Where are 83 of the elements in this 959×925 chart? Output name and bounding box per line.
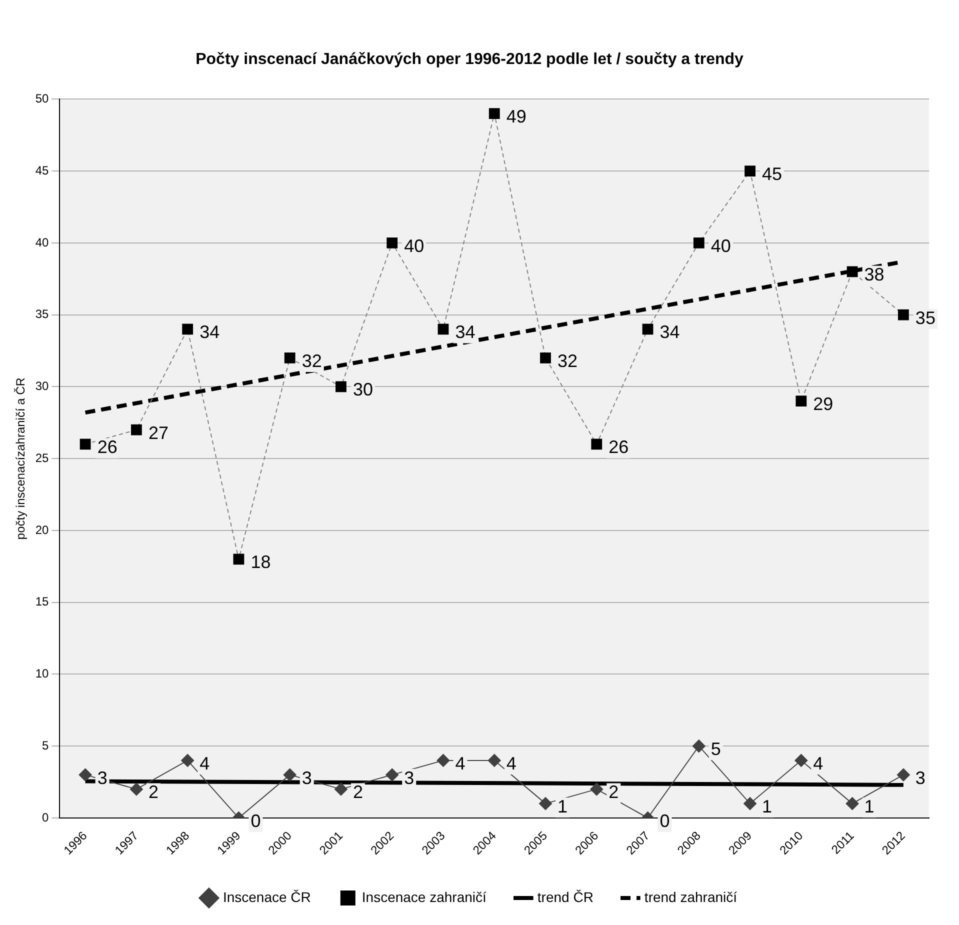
data-label: 2 [608, 782, 619, 802]
point [796, 396, 807, 407]
data-label: 3 [404, 768, 414, 788]
y-tick-label: 20 [35, 522, 50, 537]
data-label: 30 [352, 380, 374, 400]
data-label: 27 [148, 422, 168, 443]
y-tick-label: 0 [42, 810, 50, 824]
y-axis-title: počty inscenacízahraničí a ČR [14, 377, 28, 540]
data-label: 18 [250, 552, 271, 572]
y-tick-label: 15 [35, 594, 50, 609]
point [846, 266, 858, 278]
point [436, 754, 450, 767]
data-label: 3 [302, 768, 312, 788]
point [283, 768, 296, 782]
y-tick-label: 50 [35, 92, 50, 106]
data-label: 0 [250, 810, 261, 831]
data-label: 45 [762, 164, 782, 184]
point [182, 324, 194, 335]
data-label: 26 [608, 437, 629, 458]
point [181, 754, 194, 767]
point [846, 797, 859, 810]
point [80, 438, 91, 450]
point [591, 438, 602, 450]
point [896, 768, 910, 782]
point [540, 352, 551, 364]
data-label: 32 [302, 350, 322, 371]
y-tick-label: 45 [35, 163, 50, 178]
data-label: 4 [200, 753, 210, 774]
point [130, 782, 143, 796]
point [284, 352, 296, 364]
chart-title: Počty inscenací Janáčkových oper 1996-2012 podle let / součty a trendy [196, 51, 744, 68]
point [794, 754, 808, 767]
point [130, 424, 142, 436]
data-label: 32 [558, 350, 578, 371]
data-label: 0 [660, 810, 670, 831]
point [692, 740, 706, 753]
data-label: 2 [352, 782, 363, 802]
data-label: 4 [506, 753, 516, 774]
point [438, 324, 449, 335]
point [386, 768, 399, 782]
point [488, 108, 500, 120]
data-label: 3 [915, 768, 926, 788]
y-tick-label: 35 [35, 307, 50, 322]
data-label: 2 [148, 782, 158, 802]
data-label: 40 [404, 236, 424, 256]
data-label: 35 [915, 308, 936, 328]
data-label: 49 [506, 106, 526, 127]
legend-label: Inscenace ČR [222, 888, 311, 905]
data-label: 3 [97, 768, 108, 788]
data-label: 1 [558, 796, 568, 817]
data-label: 40 [710, 236, 731, 256]
data-label: 38 [864, 264, 884, 285]
point [386, 238, 398, 248]
data-label: 4 [455, 753, 466, 774]
y-tick-label: 40 [35, 235, 50, 250]
point [590, 782, 604, 796]
point [233, 554, 244, 565]
y-tick-label: 30 [35, 379, 50, 394]
y-tick-label: 10 [35, 666, 50, 681]
point [336, 381, 346, 392]
data-label: 34 [455, 322, 476, 342]
point [78, 768, 92, 782]
point [744, 166, 756, 177]
data-label: 1 [762, 796, 772, 817]
y-tick-label: 25 [35, 450, 50, 465]
data-label: 26 [97, 437, 118, 458]
data-label: 34 [660, 322, 680, 342]
point [744, 797, 757, 810]
data-label: 1 [864, 796, 874, 817]
data-label: 4 [813, 753, 824, 774]
point [334, 782, 348, 796]
data-label: 5 [710, 739, 721, 760]
point [898, 309, 909, 320]
legend-label: trend zahraničí [644, 888, 738, 905]
data-label: 29 [813, 394, 834, 414]
legend-label: Inscenace zahraničí [362, 888, 487, 905]
y-tick-label: 5 [42, 738, 50, 752]
point [642, 324, 654, 335]
point [488, 754, 501, 767]
point [539, 797, 552, 810]
data-label: 34 [200, 322, 220, 342]
point [693, 238, 704, 248]
legend-label: trend ČR [537, 888, 594, 905]
